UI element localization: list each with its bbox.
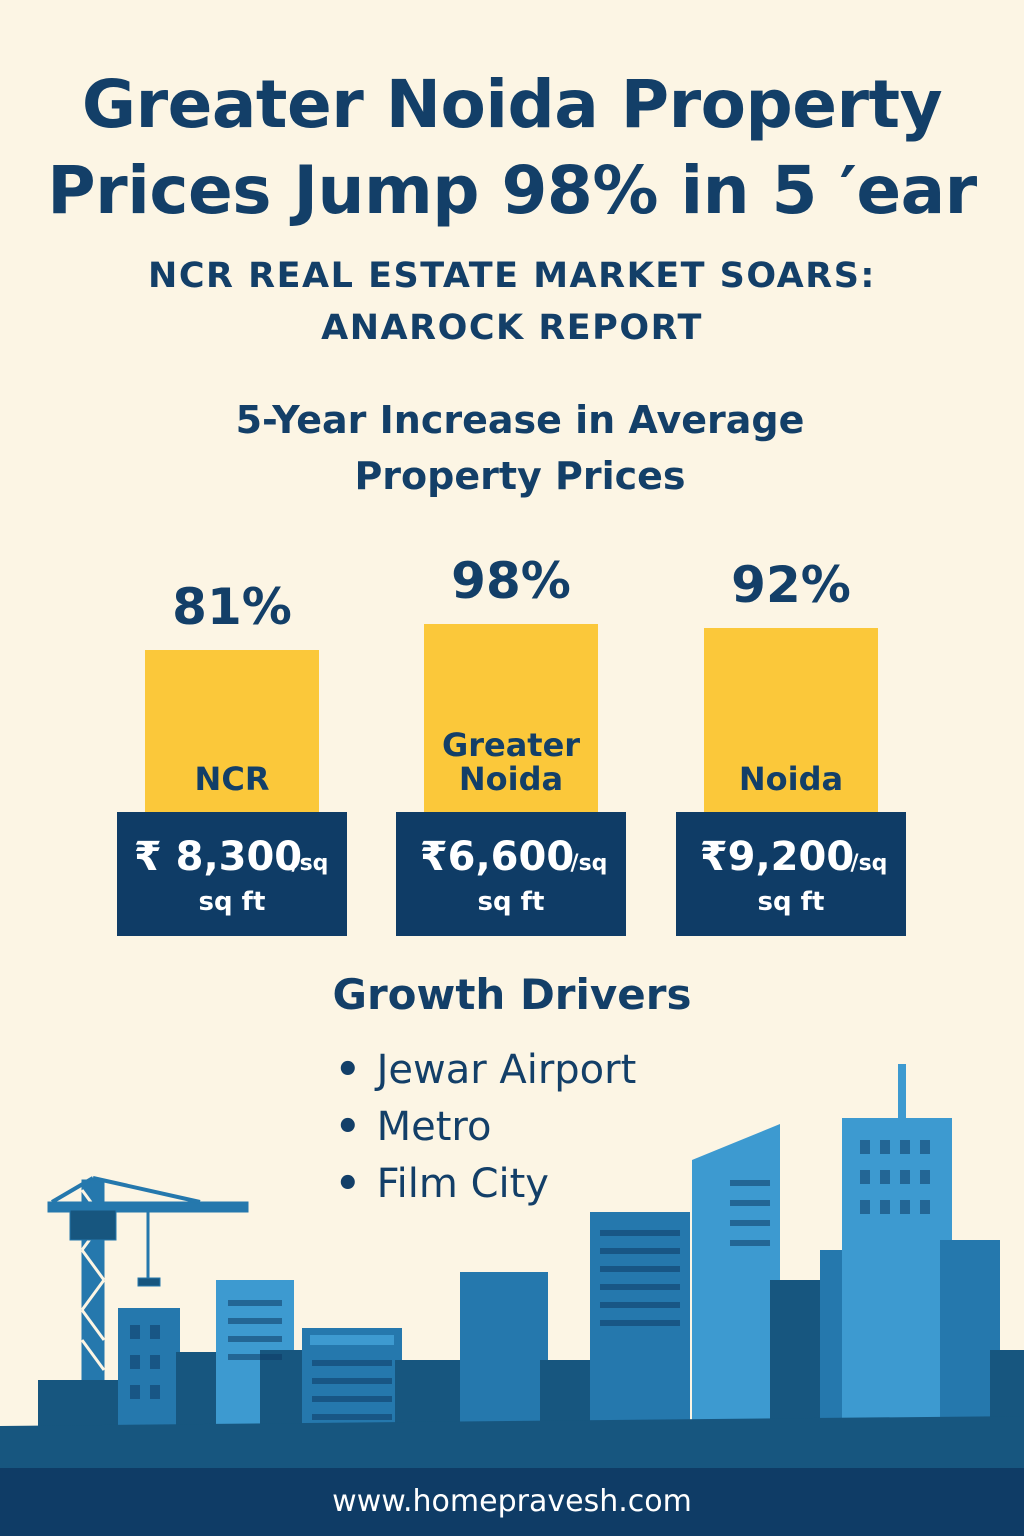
price-unit: /sq	[292, 851, 329, 876]
bar	[424, 624, 598, 812]
growth-drivers-list: Jewar Airport Metro Film City	[335, 1042, 637, 1213]
bar	[704, 628, 878, 812]
list-item: Film City	[335, 1156, 636, 1213]
title-line-1: Greater Noida Property	[81, 66, 943, 143]
data-label: 92%	[731, 556, 851, 614]
page-title: Greater Noida Property Prices Jump 98% i…	[0, 62, 1024, 234]
category-label: Noida	[739, 760, 843, 798]
category-label: NCR	[195, 760, 270, 798]
price-box	[117, 812, 347, 936]
subtitle-line-1: NCR REAL ESTATE MARKET SOARS:	[148, 256, 876, 296]
chart-title: 5-Year Increase in Average Property Pric…	[200, 392, 840, 504]
price-unit: sq ft	[199, 887, 266, 917]
price-unit: sq ft	[758, 887, 825, 917]
price-unit: /sq	[851, 851, 888, 876]
price-value: ₹ 8,300	[134, 834, 302, 880]
data-label: 98%	[451, 552, 571, 610]
category-label: Noida	[459, 760, 563, 798]
chart-title-line-2: Property Prices	[354, 454, 686, 498]
price-value: ₹6,600	[420, 834, 574, 880]
price-value: ₹9,200	[700, 834, 854, 880]
data-label: 81%	[172, 578, 292, 636]
subtitle-line-2: ANAROCK REPORT	[321, 308, 703, 348]
list-item: Metro	[335, 1099, 636, 1156]
footer-url[interactable]: www.homepravesh.com	[332, 1484, 692, 1519]
list-item: Jewar Airport	[335, 1042, 637, 1099]
growth-drivers-title: Growth Drivers	[332, 970, 692, 1019]
price-box	[676, 812, 906, 936]
footer-bar: www.homepravesh.com	[0, 1468, 1024, 1536]
title-line-2: Prices Jump 98% in 5 ′ear	[47, 152, 977, 229]
page-subtitle: NCR REAL ESTATE MARKET SOARS: ANAROCK RE…	[0, 250, 1024, 354]
category-label: Greater	[442, 726, 580, 764]
bar	[145, 650, 319, 812]
price-unit: /sq	[571, 851, 608, 876]
price-box	[396, 812, 626, 936]
chart-title-line-1: 5-Year Increase in Average	[235, 398, 805, 442]
city-skyline-illustration	[0, 1064, 1024, 1470]
construction-crane-icon	[47, 1176, 249, 1411]
price-unit: sq ft	[478, 887, 545, 917]
